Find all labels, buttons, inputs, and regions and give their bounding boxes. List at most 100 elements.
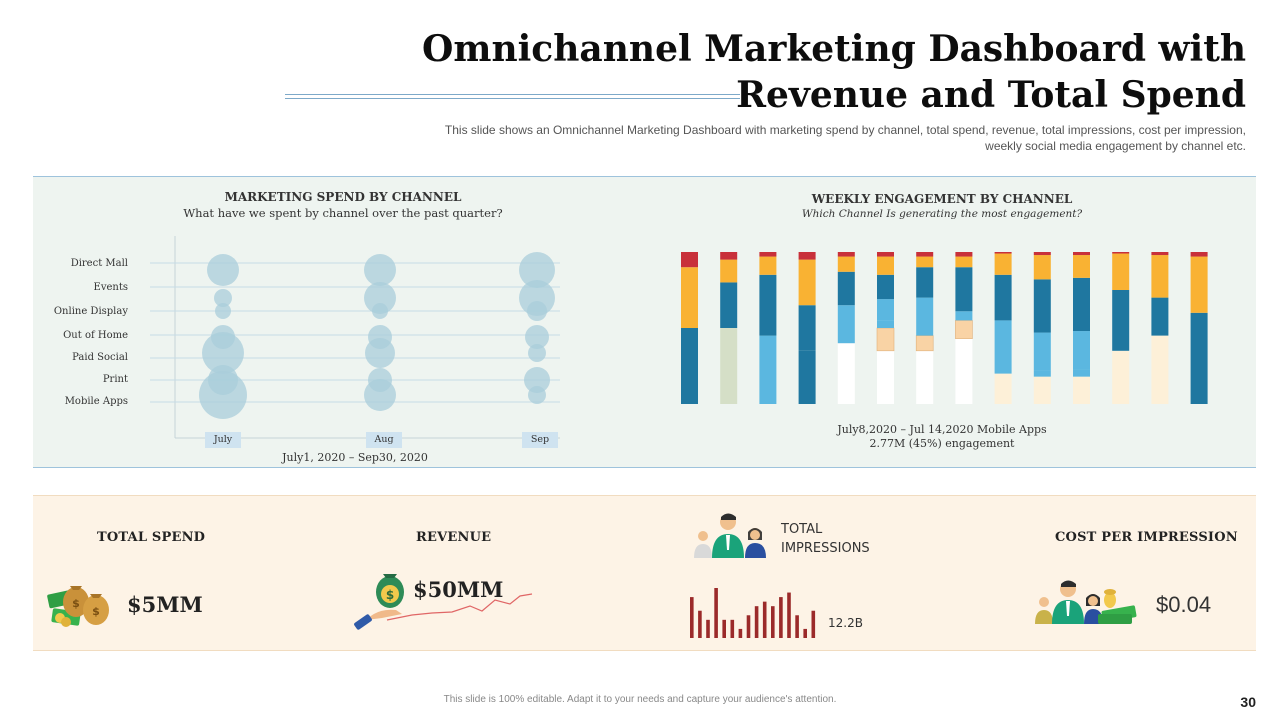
engagement-caption-line2: 2.77M (45%) engagement: [869, 437, 1015, 450]
engagement-segment: [1073, 369, 1090, 377]
engagement-segment: [759, 335, 777, 404]
engagement-segment: [877, 320, 894, 328]
impressions-bar: [730, 619, 735, 638]
spend-chart-subtitle: What have we spent by channel over the p…: [183, 206, 503, 220]
impressions-bar: [698, 610, 702, 638]
engagement-segment: [1112, 253, 1130, 290]
engagement-segment: [681, 328, 698, 404]
cost-per-impression-value: $0.04: [1156, 592, 1212, 617]
engagement-segment: [798, 252, 816, 260]
engagement-segment: [877, 252, 894, 257]
engagement-segment: [877, 256, 894, 275]
total-spend-value: $5MM: [127, 592, 203, 617]
slide-title-line1: Omnichannel Marketing Dashboard with: [422, 28, 1246, 70]
impressions-bar: [706, 619, 710, 638]
engagement-segment: [1112, 252, 1130, 254]
spend-bubble: [524, 367, 550, 393]
money-bags-icon: $ $: [47, 586, 109, 627]
engagement-segment: [1033, 255, 1051, 280]
engagement-segment: [1033, 376, 1051, 404]
engagement-segment: [681, 252, 698, 268]
engagement-segment: [1112, 290, 1130, 351]
channel-label: Out of Home: [63, 330, 128, 341]
engagement-segment: [720, 328, 738, 404]
people-group-icon: [694, 513, 766, 558]
spend-bubble: [527, 301, 547, 321]
impressions-bar: [762, 601, 767, 638]
channel-label: Paid Social: [72, 352, 128, 363]
engagement-segment: [916, 267, 934, 298]
impressions-bar: [803, 628, 807, 638]
engagement-chart-subtitle: Which Channel Is generating the most eng…: [801, 208, 1083, 220]
money-hand-icon: $: [354, 574, 533, 630]
engagement-segment: [955, 338, 973, 404]
engagement-segment: [798, 350, 816, 404]
impressions-bar: [779, 597, 783, 638]
kpi-panel: [33, 495, 1256, 651]
engagement-stacked-chart: [681, 252, 1208, 404]
engagement-segment: [1151, 335, 1169, 404]
spend-bubble: [364, 282, 396, 314]
engagement-segment: [955, 267, 973, 312]
engagement-segment: [1190, 252, 1208, 257]
engagement-segment: [955, 256, 973, 268]
impressions-value: 12.2B: [828, 616, 863, 630]
spend-bubble: [207, 254, 239, 286]
channel-label: Mobile Apps: [64, 396, 128, 407]
engagement-segment: [955, 311, 973, 321]
engagement-segment: [837, 256, 855, 272]
spend-bubble: [372, 303, 388, 319]
impressions-bar: [690, 597, 694, 638]
svg-text:$: $: [72, 597, 80, 610]
engagement-segment: [916, 256, 934, 268]
engagement-segment: [994, 253, 1012, 275]
engagement-segment: [837, 271, 855, 306]
engagement-segment: [994, 320, 1012, 366]
revenue-value: $50MM: [413, 577, 504, 602]
spend-bubble: [215, 303, 231, 319]
engagement-segment: [877, 350, 894, 404]
engagement-segment: [1190, 256, 1208, 313]
engagement-segment: [916, 297, 934, 328]
impressions-bar: [754, 606, 759, 638]
channel-label: Events: [93, 282, 128, 293]
spend-bubble: [364, 379, 396, 411]
engagement-segment: [798, 305, 816, 351]
spend-bubble: [214, 289, 232, 307]
engagement-segment: [1033, 279, 1051, 333]
engagement-segment: [1073, 277, 1090, 332]
engagement-segment: [1112, 350, 1130, 404]
engagement-segment: [720, 252, 738, 260]
engagement-segment: [1033, 332, 1051, 371]
engagement-segment: [1151, 297, 1169, 336]
spend-bubble: [199, 371, 247, 419]
engagement-caption-line1: July8,2020 – Jul 14,2020 Mobile Apps: [837, 423, 1047, 436]
impressions-bar: [787, 592, 791, 638]
spend-bubble: [364, 254, 396, 286]
engagement-segment: [1073, 331, 1090, 370]
slide-subtitle: This slide shows an Omnichannel Marketin…: [326, 122, 1246, 154]
channel-label: Print: [102, 374, 128, 385]
spend-chart-title: MARKETING SPEND BY CHANNEL: [224, 190, 462, 204]
engagement-segment: [759, 274, 777, 336]
engagement-segment: [1151, 252, 1169, 256]
slide-title-line2: Revenue and Total Spend: [736, 74, 1246, 116]
impressions-bar: [771, 606, 775, 638]
engagement-segment: [1073, 252, 1090, 256]
cost-per-impression-label: COST PER IMPRESSION: [1055, 530, 1238, 545]
engagement-segment: [681, 267, 698, 328]
month-label: Sep: [522, 432, 558, 448]
engagement-segment: [1190, 312, 1208, 404]
team-money-icon: [1035, 580, 1137, 624]
engagement-segment: [916, 252, 934, 257]
engagement-segment: [798, 259, 816, 306]
svg-text:$: $: [92, 605, 100, 618]
charts-panel: [33, 176, 1256, 468]
slide-footer: This slide is 100% editable. Adapt it to…: [443, 694, 837, 705]
title-divider-line: [285, 98, 740, 99]
engagement-segment: [955, 252, 973, 257]
spend-bubble: [528, 344, 546, 362]
spend-bubble: [202, 332, 244, 374]
impressions-sparkline: [690, 588, 816, 638]
engagement-segment: [955, 320, 973, 339]
